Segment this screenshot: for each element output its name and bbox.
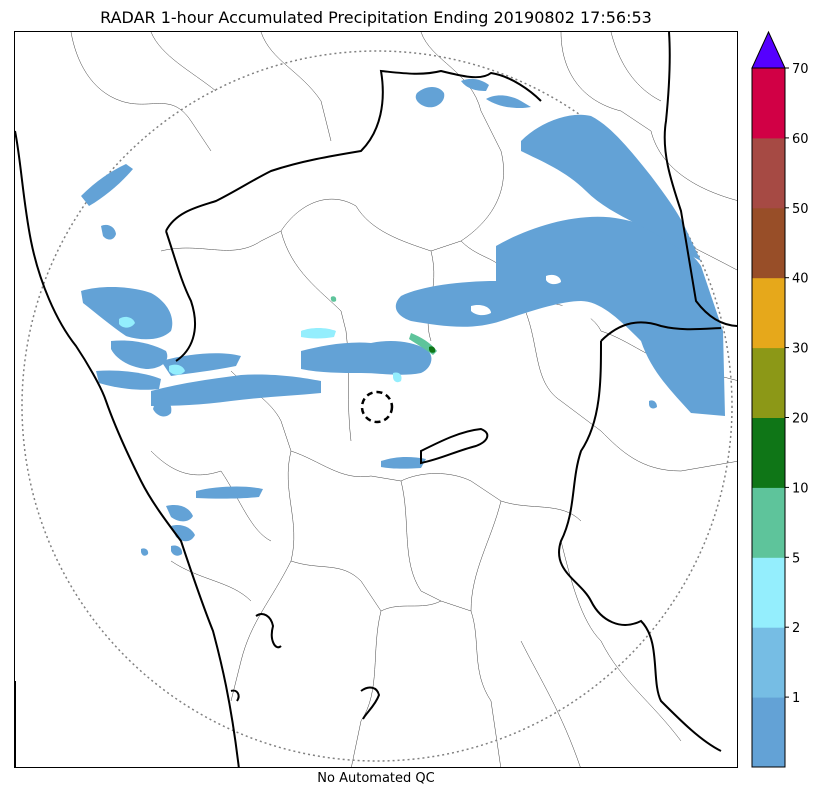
colorbar-segment — [752, 417, 785, 488]
colorbar-tick-label: 50 — [792, 202, 809, 217]
colorbar-tick-label: 60 — [792, 132, 809, 147]
state-boundaries — [15, 32, 737, 767]
colorbar: 1 2 5 10 20 30 40 50 60 70 — [751, 30, 809, 768]
range-ring — [21, 50, 733, 762]
colorbar-segment — [752, 207, 785, 279]
colorbar-tick-label: 1 — [792, 691, 800, 706]
map-title: RADAR 1-hour Accumulated Precipitation E… — [100, 8, 652, 27]
colorbar-tick-label: 30 — [792, 342, 809, 357]
radar-map[interactable] — [14, 31, 738, 768]
colorbar-tick-label: 20 — [792, 412, 809, 427]
colorbar-segment — [752, 627, 785, 698]
colorbar-segment — [752, 697, 785, 768]
colorbar-segment — [752, 137, 785, 209]
colorbar-tick-label: 40 — [792, 272, 809, 287]
colorbar-segment — [752, 68, 785, 139]
precipitation-highlights — [119, 296, 437, 383]
precipitation-areas — [81, 78, 725, 556]
colorbar-segment — [752, 557, 785, 628]
colorbar-tick-label: 2 — [792, 621, 800, 636]
colorbar-tick-label: 70 — [792, 62, 809, 77]
radar-site-marker — [360, 390, 394, 424]
colorbar-segment — [752, 347, 785, 418]
colorbar-segment — [752, 277, 785, 349]
colorbar-ticks: 1 2 5 10 20 30 40 50 60 70 — [785, 62, 809, 706]
colorbar-extend-triangle — [751, 30, 786, 69]
colorbar-segment — [752, 487, 785, 558]
colorbar-tick-label: 5 — [792, 551, 800, 566]
precipitation-gaps — [471, 274, 596, 321]
map-canvas — [15, 32, 737, 767]
colorbar-tick-label: 10 — [792, 481, 809, 496]
qc-note: No Automated QC — [317, 771, 435, 786]
colorbar-segments — [752, 68, 785, 768]
